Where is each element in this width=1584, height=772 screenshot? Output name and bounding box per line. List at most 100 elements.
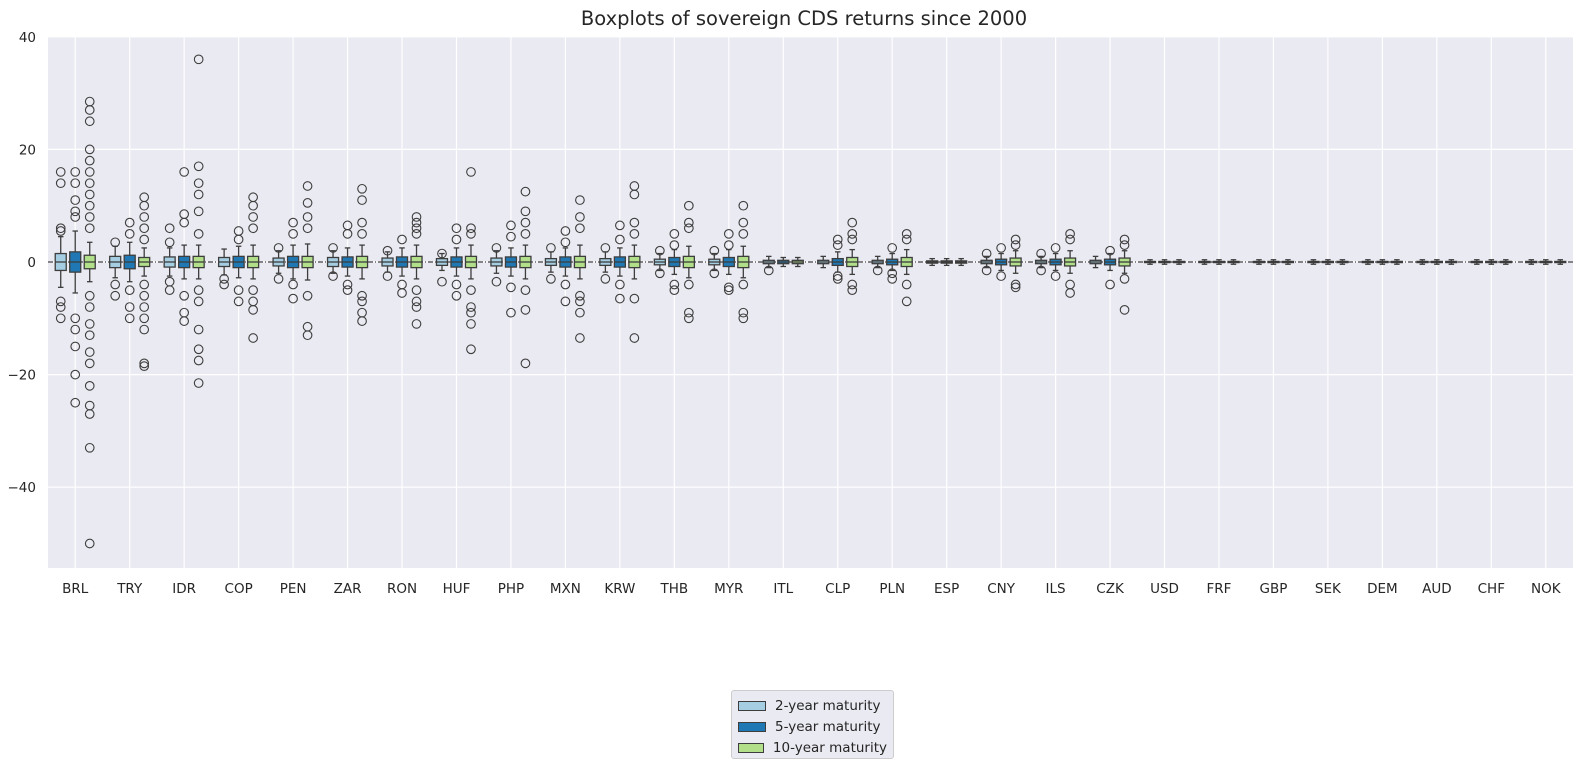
outlier-point — [84, 358, 95, 369]
outlier-point — [901, 229, 912, 239]
outlier-point — [847, 217, 858, 228]
chart-title: Boxplots of sovereign CDS returns since … — [581, 7, 1027, 30]
box-group-ron — [381, 212, 423, 329]
outlier-point — [520, 206, 531, 217]
outlier-point — [738, 229, 749, 239]
outlier-point — [302, 198, 313, 208]
outlier-point — [466, 302, 476, 312]
outlier-point — [466, 307, 476, 318]
legend-item-5y: 5-year maturity — [738, 716, 887, 737]
box-group-aud — [1416, 259, 1458, 265]
outlier-point — [110, 290, 121, 301]
outlier-point — [629, 333, 640, 343]
outlier-point — [763, 265, 774, 276]
outlier-point — [84, 116, 95, 127]
box-group-pen — [272, 181, 314, 341]
outlier-point — [84, 409, 95, 419]
legend-label-10y: 10-year maturity — [772, 739, 887, 756]
outlier-point — [575, 307, 585, 318]
outlier-point — [669, 279, 680, 290]
x-tick-label: PEN — [280, 581, 307, 597]
outlier-point — [629, 293, 640, 304]
outlier-point — [520, 285, 531, 296]
x-tick-label: ILS — [1046, 581, 1066, 597]
outlier-point — [723, 229, 734, 239]
outlier-point — [84, 144, 95, 155]
outlier-point — [124, 285, 135, 296]
outlier-point — [832, 234, 843, 245]
outlier-point — [832, 240, 843, 250]
outlier-point — [615, 293, 625, 304]
box-group-zar — [326, 183, 369, 326]
outlier-point — [219, 279, 229, 290]
outlier-point — [451, 279, 462, 290]
outlier-point — [193, 206, 204, 217]
outlier-point — [164, 223, 175, 234]
box-group-dem — [1361, 259, 1404, 265]
outlier-point — [70, 313, 81, 324]
outlier-point — [1119, 234, 1130, 245]
outlier-point — [506, 307, 516, 318]
legend-item-2y: 2-year maturity — [738, 695, 887, 716]
box-group-chf — [1470, 259, 1512, 265]
outlier-point — [139, 313, 150, 324]
outlier-point — [669, 285, 680, 296]
legend-label-5y: 5-year maturity — [775, 718, 881, 735]
outlier-point — [139, 223, 150, 234]
outlier-point — [357, 217, 367, 228]
box-group-php — [490, 186, 532, 369]
outlier-point — [437, 248, 447, 259]
outlier-point — [382, 271, 393, 281]
outlier-point — [288, 229, 298, 239]
y-tick-label: 0 — [27, 255, 36, 271]
outlier-point — [466, 229, 476, 239]
outlier-point — [491, 243, 502, 253]
x-tick-label: IDR — [172, 581, 196, 597]
outlier-point — [847, 234, 858, 245]
outlier-point — [397, 288, 407, 298]
outlier-point — [411, 296, 422, 307]
outlier-point — [575, 296, 585, 307]
outlier-point — [615, 220, 625, 231]
outlier-point — [55, 296, 66, 307]
outlier-point — [84, 381, 95, 391]
outlier-point — [70, 397, 81, 408]
outlier-point — [1010, 279, 1021, 290]
outlier-point — [669, 229, 680, 239]
outlier-point — [1010, 282, 1021, 293]
legend: 2-year maturity 5-year maturity 10-year … — [731, 690, 894, 759]
outlier-point — [575, 223, 585, 234]
outlier-point — [709, 268, 720, 279]
outlier-point — [139, 302, 150, 312]
y-tick-label: 20 — [19, 142, 36, 158]
outlier-point — [110, 237, 121, 248]
outlier-point — [654, 268, 665, 279]
outlier-point — [615, 279, 625, 290]
outlier-point — [723, 285, 734, 296]
x-tick-label: DEM — [1367, 581, 1398, 597]
outlier-point — [288, 293, 298, 304]
outlier-point — [683, 279, 694, 290]
x-tick-label: MXN — [550, 581, 581, 597]
outlier-point — [738, 307, 749, 318]
outlier-point — [70, 212, 81, 222]
outlier-point — [629, 189, 640, 200]
box-groups — [54, 54, 1567, 549]
x-tick-label: BRL — [62, 581, 89, 597]
outlier-point — [342, 285, 353, 296]
outlier-point — [669, 240, 680, 250]
outlier-point — [723, 282, 734, 293]
outlier-point — [193, 324, 204, 335]
x-tick-label: RON — [387, 581, 417, 597]
outlier-point — [179, 290, 190, 301]
outlier-point — [248, 212, 258, 222]
x-tick-label: MYR — [714, 581, 743, 597]
outlier-point — [288, 279, 298, 290]
outlier-point — [273, 243, 284, 253]
outlier-point — [302, 330, 313, 341]
outlier-point — [411, 212, 422, 222]
legend-swatch-10y — [738, 742, 764, 753]
outlier-point — [273, 274, 284, 284]
outlier-point — [981, 248, 992, 259]
